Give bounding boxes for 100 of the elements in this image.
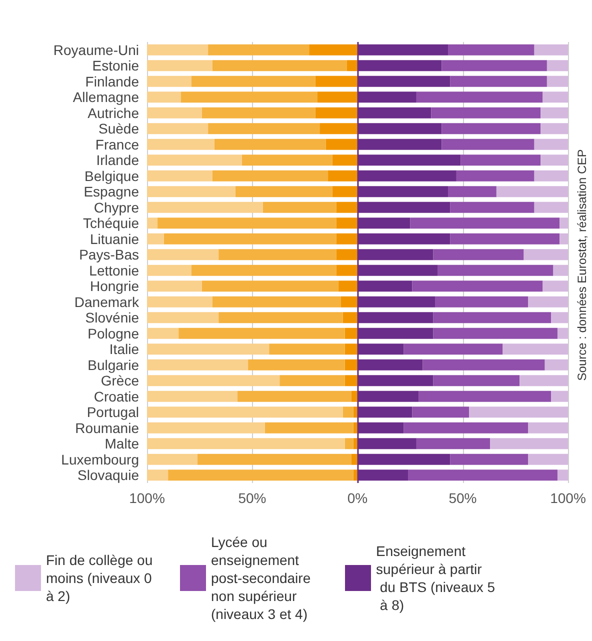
bar [450,233,560,244]
bar [147,454,198,465]
bar [344,375,358,386]
source-note: Source : données Eurostat, réalisation CEP [575,149,589,381]
bar [433,375,520,386]
bar [158,218,336,229]
bar [147,218,158,229]
y-tick-label: France [95,136,140,152]
y-tick-label: Croatie [94,388,140,404]
bar [178,328,345,339]
bar [214,138,326,150]
y-tick-label: Danemark [74,294,140,310]
bar [336,264,358,276]
bar [353,422,358,434]
bar [534,170,568,182]
y-tick-label: Autriche [88,104,140,121]
x-tick-label: 50% [238,490,266,506]
bar [147,359,248,370]
bar [408,470,558,481]
bar [198,454,352,465]
bar [490,438,568,450]
bar [442,123,541,134]
bar [340,296,358,308]
bar [557,470,568,481]
bar [534,138,568,150]
bar [353,470,358,481]
x-tick-label: 100% [550,490,586,506]
bar [351,454,358,465]
bar [147,233,164,244]
y-tick-label: Italie [109,341,140,358]
bar [456,170,534,182]
bar [346,60,358,72]
bar [147,406,343,418]
bar [147,60,212,72]
bar [147,296,212,308]
bar [147,138,214,150]
bar [528,454,568,465]
bar [412,406,470,418]
bar [524,249,568,260]
bar [212,170,328,182]
y-tick-label: Bulgarie [88,356,140,373]
y-tick-label: Tchéquie [82,215,140,232]
y-tick-label: Chypre [94,199,140,216]
x-tick-label: 50% [448,490,477,506]
bar [320,123,358,134]
bar [336,249,358,260]
bar [342,312,358,324]
y-tick-label: Roumanie [75,420,140,436]
bar [262,202,336,213]
bar [248,359,345,370]
bar [338,280,358,292]
bar [544,359,568,370]
bar [218,312,343,324]
x-tick-label: 0% [347,490,368,506]
bar [238,390,352,402]
bar [353,406,358,418]
bar [404,422,528,434]
bar [418,390,552,402]
bar [412,280,543,292]
bar [309,44,358,56]
y-tick-label: Finlande [85,73,140,90]
bar [242,154,332,166]
bar [450,454,528,465]
bar [336,218,358,229]
bar [147,92,181,103]
bar [502,344,568,355]
bar [557,328,568,339]
bar [326,138,358,150]
bar [351,390,358,402]
bar [336,202,358,213]
bar [202,280,339,292]
bar [147,76,192,87]
y-tick-label: Espagne [84,184,140,200]
bar [147,44,208,56]
bar [416,92,543,103]
bar [553,264,568,276]
y-tick-label: Belgique [84,168,140,184]
bar [147,123,208,134]
bar [332,154,358,166]
bar [431,107,541,118]
y-tick-label: Lettonie [89,262,140,278]
bar [560,218,568,229]
bar [191,76,316,87]
bar [147,375,280,386]
bar [208,44,310,56]
bar [168,470,354,481]
bar [202,107,316,118]
bar [212,60,347,72]
bar [442,138,534,150]
bar [528,422,568,434]
y-tick-label: Hongrie [90,278,140,294]
y-tick-label: Portugal [86,404,139,420]
bar [450,202,534,213]
bar [437,264,554,276]
y-tick-label: Royaume-Uni [53,42,139,58]
y-tick-label: Slovaquie [78,467,140,484]
bar [496,186,568,198]
bar [460,154,541,166]
bar [448,44,534,56]
legend-label: Enseignement supérieur à partir du BTS (niveaux 5 à 8) [376,543,496,613]
